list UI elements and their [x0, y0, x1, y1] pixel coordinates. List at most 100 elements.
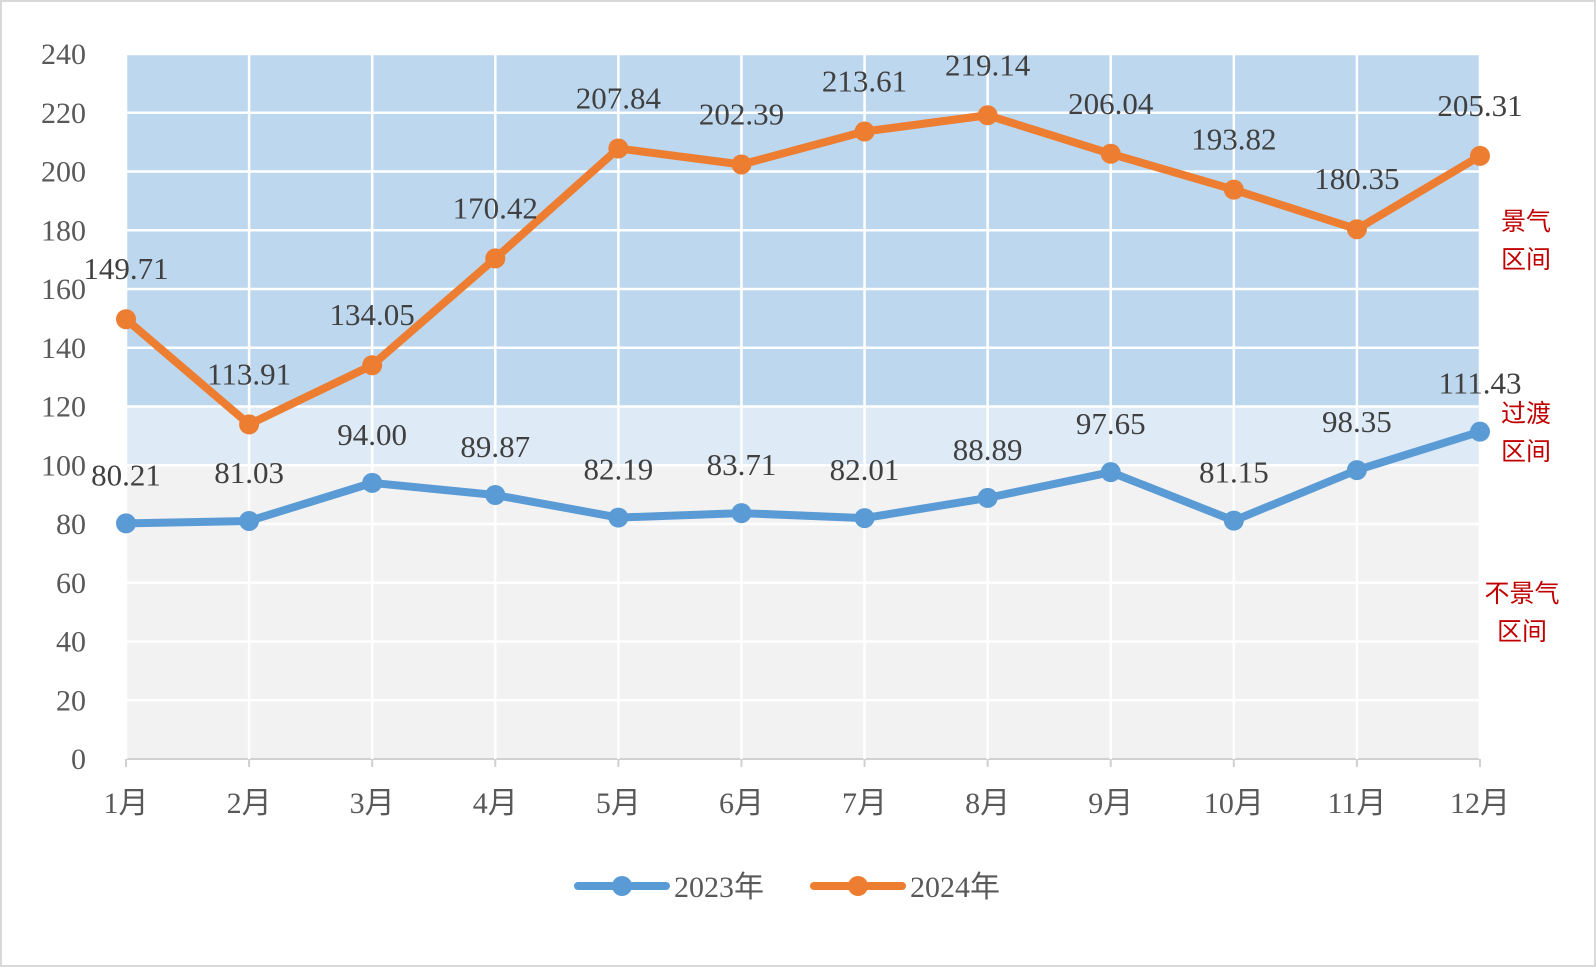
data-point: [608, 138, 629, 159]
data-label: 94.00: [337, 417, 407, 452]
data-point: [362, 355, 383, 376]
x-tick-label: 11月: [1327, 787, 1386, 820]
data-point: [731, 154, 752, 175]
zone-label-line: 区间: [1501, 245, 1551, 274]
data-point: [1470, 145, 1490, 166]
data-label: 219.14: [945, 47, 1031, 82]
y-tick-label: 120: [41, 391, 86, 424]
data-point: [239, 510, 260, 531]
data-label: 82.19: [583, 452, 653, 487]
data-label: 111.43: [1439, 366, 1522, 401]
x-tick-label: 2月: [227, 787, 272, 820]
x-tick-label: 7月: [842, 787, 887, 820]
zone-label-0: 不景气区间: [1484, 579, 1559, 646]
data-point: [1223, 179, 1244, 200]
zone-label-line: 不景气: [1484, 579, 1559, 608]
x-tick-label: 9月: [1088, 787, 1133, 820]
x-tick-label: 12月: [1450, 787, 1510, 820]
data-label: 88.89: [953, 432, 1023, 467]
data-label: 97.65: [1076, 406, 1146, 441]
zone-label-2: 景气区间: [1501, 207, 1551, 274]
data-label: 205.31: [1437, 88, 1522, 123]
data-point: [116, 309, 136, 330]
data-label: 80.21: [91, 457, 161, 492]
y-tick-label: 40: [56, 626, 86, 659]
series-markers: [116, 105, 1490, 534]
series-line-0: [122, 427, 1484, 528]
band-0: [126, 465, 1480, 759]
data-labels: 80.21 81.03 94.00 89.87 82.19 83.71 82.01 88.89…: [83, 47, 1522, 492]
y-tick-label: 100: [41, 449, 86, 482]
data-point: [1346, 219, 1367, 240]
zone-label-line: 过渡: [1501, 399, 1551, 428]
data-label: 207.84: [576, 80, 662, 115]
data-label: 149.71: [83, 251, 168, 286]
y-tick-label: 220: [41, 97, 86, 130]
x-tick-label: 4月: [473, 787, 518, 820]
data-label: 89.87: [460, 429, 530, 464]
series-line-1: [122, 111, 1484, 429]
data-point: [608, 507, 629, 528]
data-label: 206.04: [1068, 86, 1154, 121]
data-point: [854, 121, 875, 142]
data-label: 98.35: [1322, 404, 1392, 439]
data-point: [116, 513, 136, 534]
data-label: 202.39: [699, 96, 784, 131]
legend: 2023年 2024年: [574, 871, 1000, 904]
y-tick-label: 0: [71, 743, 86, 776]
x-tick-label: 3月: [350, 787, 395, 820]
data-point: [731, 503, 752, 524]
x-tick-label: 6月: [719, 787, 764, 820]
zone-label-line: 区间: [1501, 437, 1551, 466]
zone-label-line: 景气: [1501, 207, 1551, 236]
data-point: [1100, 462, 1121, 483]
data-label: 180.35: [1314, 161, 1399, 196]
data-label: 83.71: [707, 447, 777, 482]
data-point: [1346, 460, 1367, 481]
data-point: [362, 472, 383, 493]
y-tick-label: 80: [56, 508, 86, 541]
data-point: [977, 487, 998, 508]
y-tick-label: 60: [56, 567, 86, 600]
grid-lines: [124, 52, 1482, 760]
data-label: 213.61: [822, 64, 907, 99]
data-label: 170.42: [453, 190, 538, 225]
data-label: 113.91: [207, 356, 291, 391]
band-1: [126, 406, 1480, 466]
data-point: [485, 248, 506, 269]
series-lines: [122, 111, 1484, 528]
data-point: [854, 508, 875, 529]
data-label: 193.82: [1191, 122, 1276, 157]
legend-marker-1: [848, 876, 868, 896]
data-label: 134.05: [330, 297, 415, 332]
zone-label-1: 过渡区间: [1501, 399, 1551, 466]
data-point: [1100, 143, 1121, 164]
y-tick-label: 20: [56, 684, 86, 717]
axes: [125, 759, 1481, 767]
x-tick-label: 10月: [1204, 787, 1264, 820]
y-tick-label: 200: [41, 156, 86, 189]
legend-marker-0: [612, 876, 632, 896]
y-tick-label: 160: [41, 273, 86, 306]
tick-labels: 0 20 40 60 80 100 120 140 160 180 200 220 240 1月 2月 3月 4…: [41, 38, 1510, 820]
zone-label-line: 区间: [1497, 617, 1547, 646]
y-tick-label: 180: [41, 214, 86, 247]
data-label: 81.15: [1199, 455, 1269, 490]
y-tick-label: 140: [41, 332, 86, 365]
y-tick-label: 240: [41, 38, 86, 71]
data-point: [1223, 510, 1244, 531]
data-point: [1470, 421, 1490, 442]
data-point: [977, 105, 998, 126]
x-tick-label: 5月: [596, 787, 641, 820]
data-label: 81.03: [214, 455, 284, 490]
x-tick-label: 8月: [965, 787, 1010, 820]
legend-label-0: 2023年: [674, 871, 764, 904]
data-label: 82.01: [830, 452, 900, 487]
data-point: [239, 414, 260, 435]
data-point: [485, 485, 506, 506]
legend-label-1: 2024年: [910, 871, 1000, 904]
x-tick-label: 1月: [104, 787, 149, 820]
